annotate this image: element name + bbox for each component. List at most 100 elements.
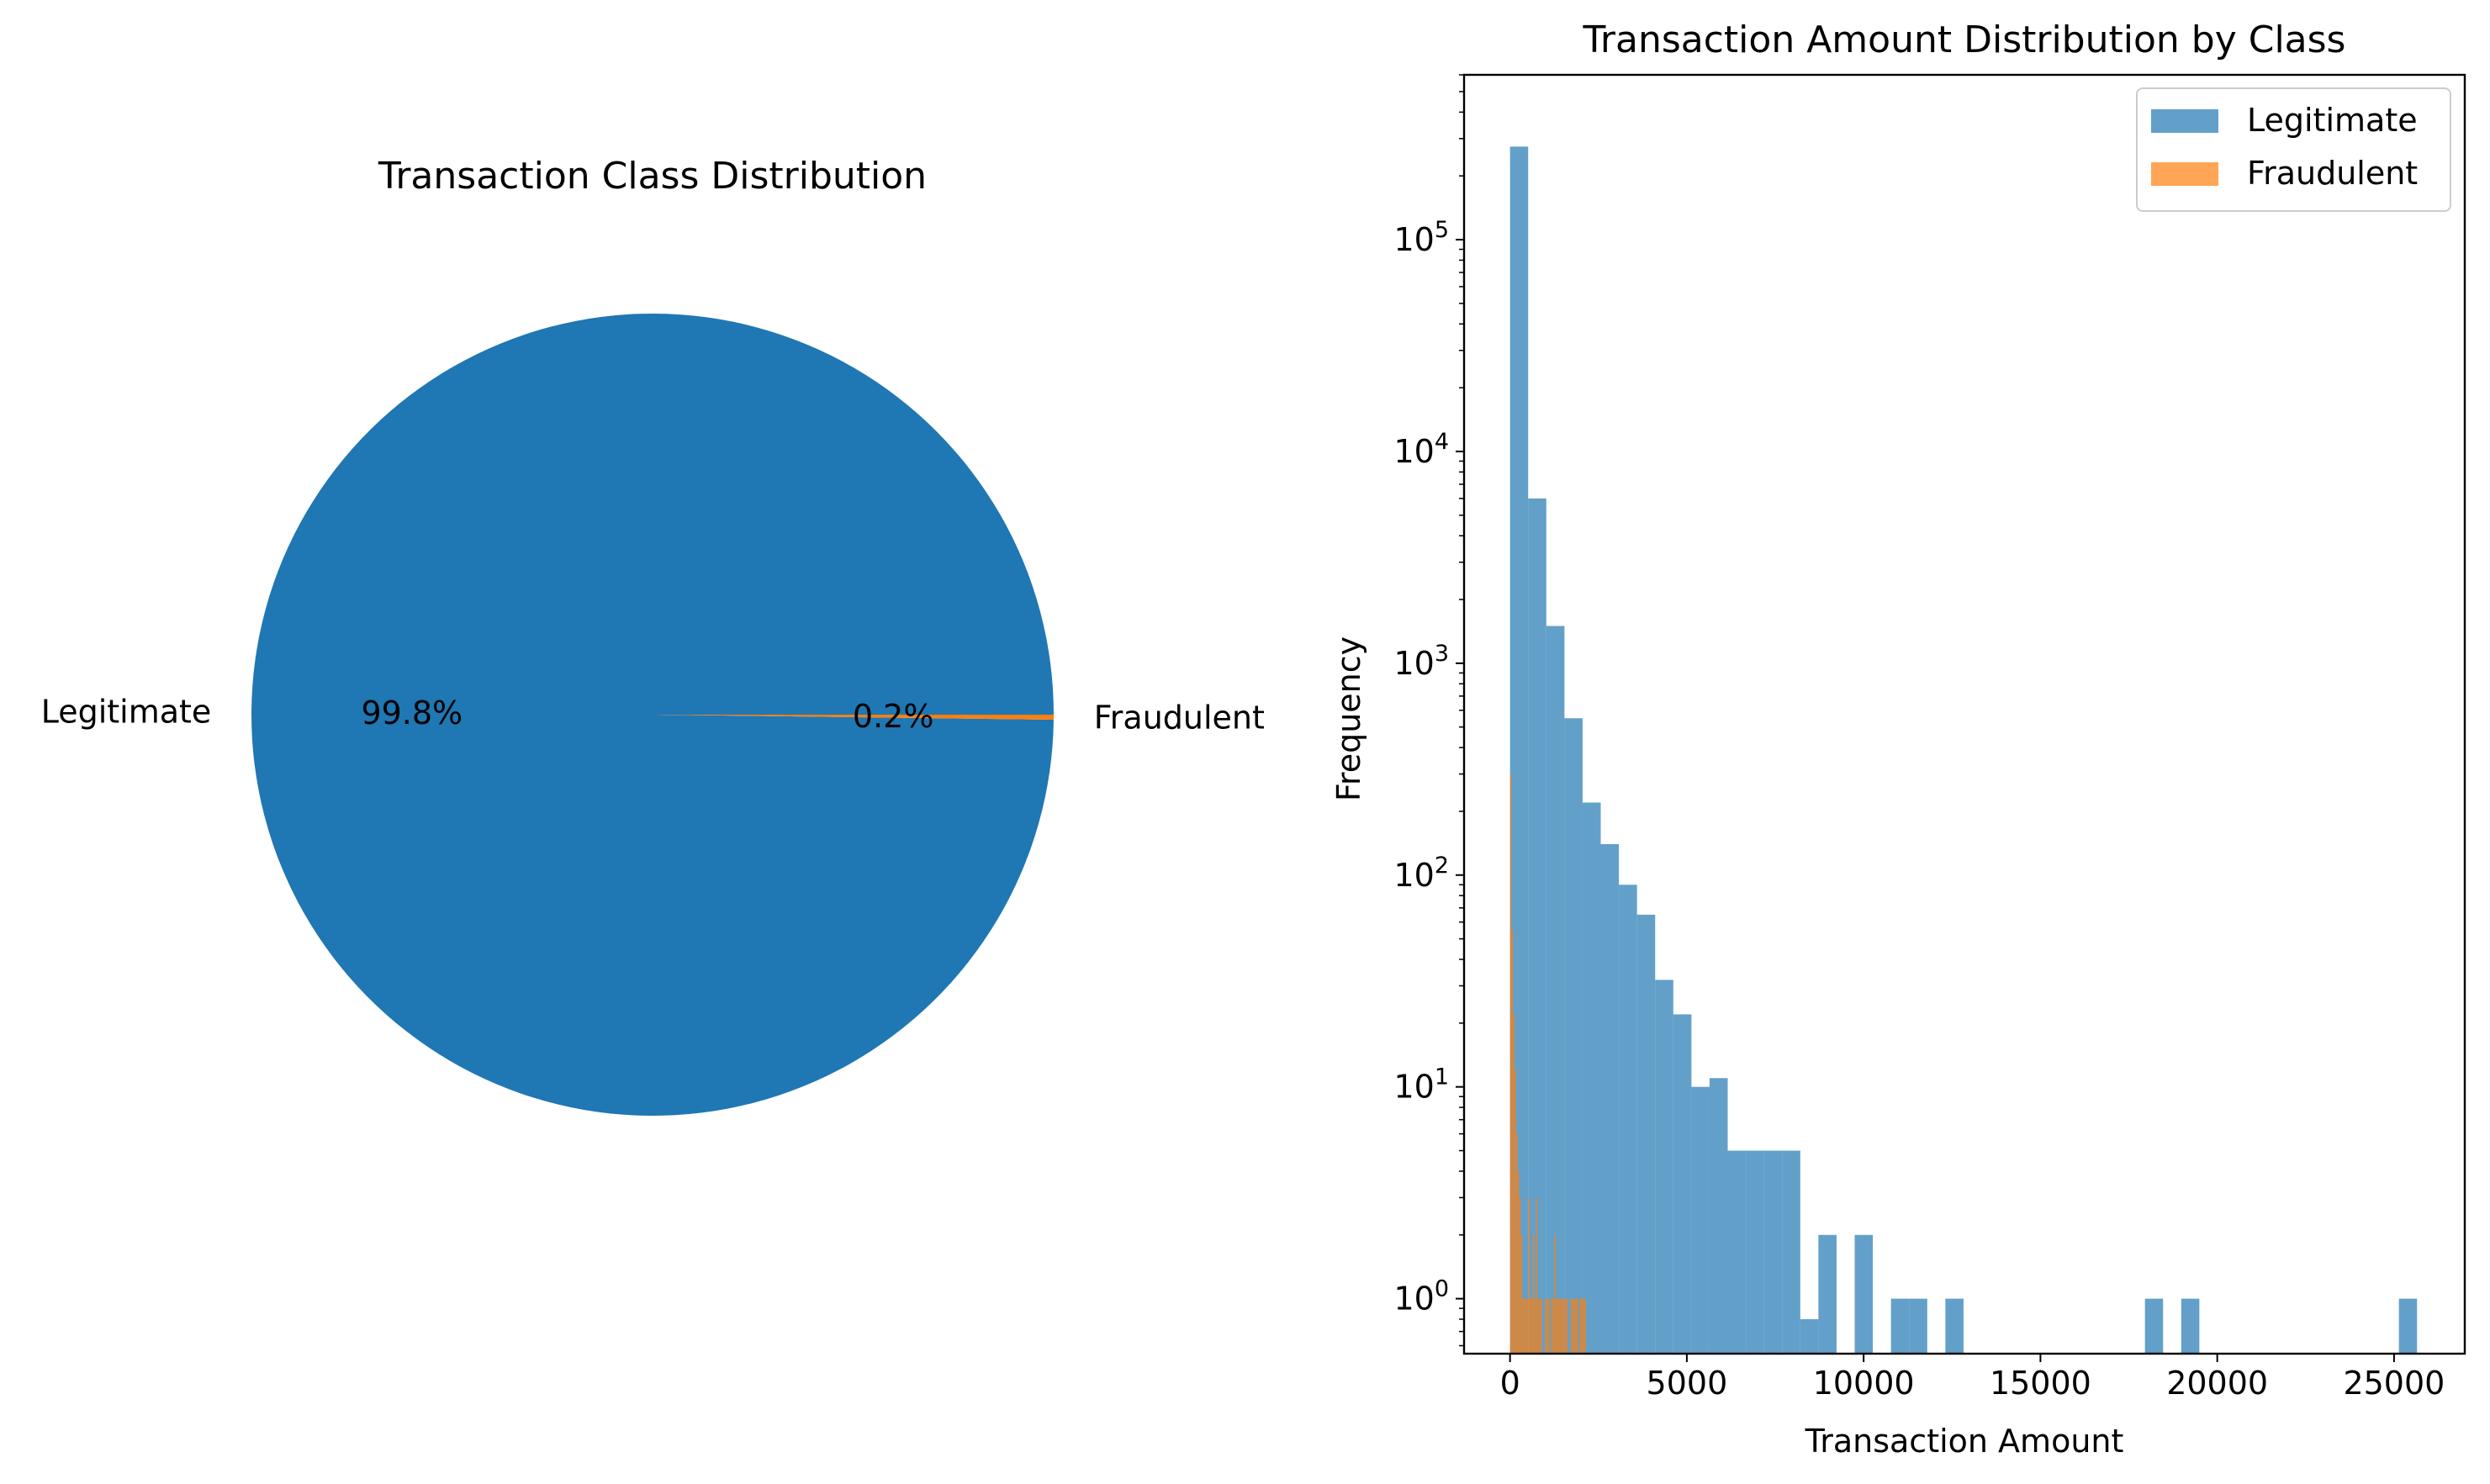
x-tick-label: 25000 <box>2343 1365 2445 1402</box>
histogram-bar-fraudulent <box>1515 1069 1516 1354</box>
histogram-bar-legitimate <box>1763 1150 1783 1354</box>
histogram-bar-fraudulent <box>1564 1298 1567 1354</box>
histogram-bar-fraudulent <box>1555 1298 1557 1354</box>
legend-label-legitimate: Legitimate <box>2247 102 2418 139</box>
histogram-bar-fraudulent <box>1515 1133 1518 1354</box>
x-tick-label: 0 <box>1500 1365 1520 1402</box>
x-axis: 0 5000 10000 15000 20000 25000 <box>1500 1354 2445 1402</box>
histogram-bar-fraudulent <box>1581 1298 1583 1354</box>
histogram-bar-legitimate <box>1546 626 1565 1354</box>
histogram-bar-legitimate <box>1528 498 1546 1354</box>
histogram-bar-legitimate <box>1564 718 1583 1354</box>
histogram-bar-fraudulent <box>1554 1234 1556 1354</box>
histogram-bar-fraudulent <box>1522 1298 1524 1354</box>
x-axis-label: Transaction Amount <box>1805 1423 2124 1460</box>
histogram-bar-fraudulent <box>1532 1234 1535 1354</box>
histogram-bar-fraudulent <box>1562 1298 1565 1354</box>
x-tick-label: 15000 <box>1990 1365 2091 1402</box>
histogram-bar-fraudulent <box>1540 1298 1542 1354</box>
pie-slices <box>251 313 1054 1116</box>
histogram-bar-legitimate <box>1945 1298 1964 1354</box>
histogram-bar-legitimate <box>2181 1298 2200 1354</box>
x-tick-label: 5000 <box>1647 1365 1728 1402</box>
y-tick-label: 104 <box>1393 429 1449 470</box>
histogram-bar-fraudulent <box>1523 1298 1525 1354</box>
histogram-panel: Transaction Amount Distribution by Class… <box>1330 18 2466 1460</box>
legend-swatch-fraudulent <box>2151 162 2218 186</box>
histogram-bar-fraudulent <box>1579 1298 1582 1354</box>
pie-label-legitimate: Legitimate <box>41 694 212 731</box>
histogram-bar-fraudulent <box>1520 1234 1523 1354</box>
pie-chart-title: Transaction Class Distribution <box>378 155 927 198</box>
histogram-bar-fraudulent <box>1539 1298 1541 1354</box>
y-tick-label: 100 <box>1393 1276 1449 1318</box>
histogram-bar-legitimate <box>2398 1298 2418 1354</box>
histogram-bar-fraudulent <box>1511 930 1514 1354</box>
x-tick-label: 20000 <box>2166 1365 2268 1402</box>
histogram-bar-legitimate <box>2144 1298 2164 1354</box>
legend: Legitimate Fraudulent <box>2136 87 2451 212</box>
histogram-bar-legitimate <box>1691 1086 1710 1354</box>
histogram-bar-fraudulent <box>1517 1170 1520 1354</box>
histogram-bar-fraudulent <box>1573 1298 1576 1354</box>
histogram-bar-fraudulent <box>1525 1298 1527 1354</box>
y-tick-label: 102 <box>1393 853 1449 894</box>
plot-area-frame <box>1462 73 2466 1355</box>
y-axis: 100 101 102 103 104 105 <box>1393 74 1464 1347</box>
histogram-bar-fraudulent <box>1560 1298 1562 1354</box>
y-axis-label: Frequency <box>1330 636 1367 801</box>
histogram-bar-fraudulent <box>1537 1298 1540 1354</box>
histogram-bar-fraudulent <box>1513 1014 1515 1354</box>
y-tick-label: 105 <box>1393 217 1449 258</box>
histogram-bar-fraudulent <box>1526 1298 1529 1354</box>
histogram-bar-fraudulent <box>1545 1298 1547 1354</box>
pie-percent-fraudulent: 0.2% <box>853 698 934 735</box>
histogram-bar-legitimate <box>1890 1298 1910 1354</box>
histogram-bar-legitimate <box>1636 914 1656 1354</box>
histogram-bar-legitimate <box>1818 1234 1837 1354</box>
histogram-bar-fraudulent <box>1562 1298 1563 1354</box>
histogram-bar-fraudulent <box>1566 1298 1568 1354</box>
histogram-bar-legitimate <box>1582 802 1601 1354</box>
histogram-bar-fraudulent <box>1577 1298 1579 1354</box>
histogram-bar-legitimate <box>1673 1014 1692 1354</box>
histogram-bar-fraudulent <box>1551 1298 1553 1354</box>
histogram-bar-fraudulent <box>1536 1197 1538 1354</box>
histogram-bar-legitimate <box>1800 1319 1819 1354</box>
histogram-bar-fraudulent <box>1558 1298 1561 1354</box>
histogram-bar-fraudulent <box>1547 1298 1550 1354</box>
legend-items: Legitimate Fraudulent <box>2151 102 2418 192</box>
y-tick-label: 101 <box>1393 1064 1449 1106</box>
histogram-bar-fraudulent <box>1546 1298 1548 1354</box>
histogram-bar-fraudulent <box>1519 1197 1521 1354</box>
pie-chart-panel: Transaction Class Distribution Legitimat… <box>41 155 1265 1116</box>
histogram-bar-fraudulent <box>1584 1298 1587 1354</box>
histogram-bar-legitimate <box>1709 1078 1728 1354</box>
histogram-bar-fraudulent <box>1530 1298 1533 1354</box>
histogram-bar-fraudulent <box>1530 1298 1531 1354</box>
pie-slice-legitimate <box>251 313 1054 1116</box>
histogram-bar-fraudulent <box>1509 774 1512 1354</box>
histogram-bar-fraudulent <box>1534 1298 1536 1354</box>
x-tick-label: 10000 <box>1813 1365 1915 1402</box>
histogram-bar-legitimate <box>1746 1150 1764 1354</box>
histogram-bar-fraudulent <box>1528 1197 1530 1354</box>
histogram-bar-fraudulent <box>1570 1298 1573 1354</box>
pie-label-fraudulent: Fraudulent <box>1094 699 1265 736</box>
pie-slice-fraudulent <box>653 715 1054 720</box>
y-tick-label: 103 <box>1393 641 1449 682</box>
histogram-bar-fraudulent <box>1552 1298 1555 1354</box>
histogram-bar-fraudulent <box>1557 1298 1559 1354</box>
pie-labels: Legitimate 99.8% Fraudulent 0.2% <box>41 694 1265 737</box>
histogram-bar-legitimate <box>1655 980 1673 1354</box>
histogram-bars <box>1509 146 2418 1355</box>
histogram-bar-fraudulent <box>1583 1298 1585 1354</box>
histogram-title: Transaction Amount Distribution by Class <box>1583 18 2346 61</box>
pie-percent-legitimate: 99.8% <box>361 694 463 731</box>
histogram-bar-fraudulent <box>1572 1298 1574 1354</box>
histogram-bar-legitimate <box>1727 1150 1747 1354</box>
histogram-bar-legitimate <box>1619 885 1637 1354</box>
histogram-bar-legitimate <box>1909 1298 1927 1354</box>
histogram-bar-fraudulent <box>1575 1298 1578 1354</box>
